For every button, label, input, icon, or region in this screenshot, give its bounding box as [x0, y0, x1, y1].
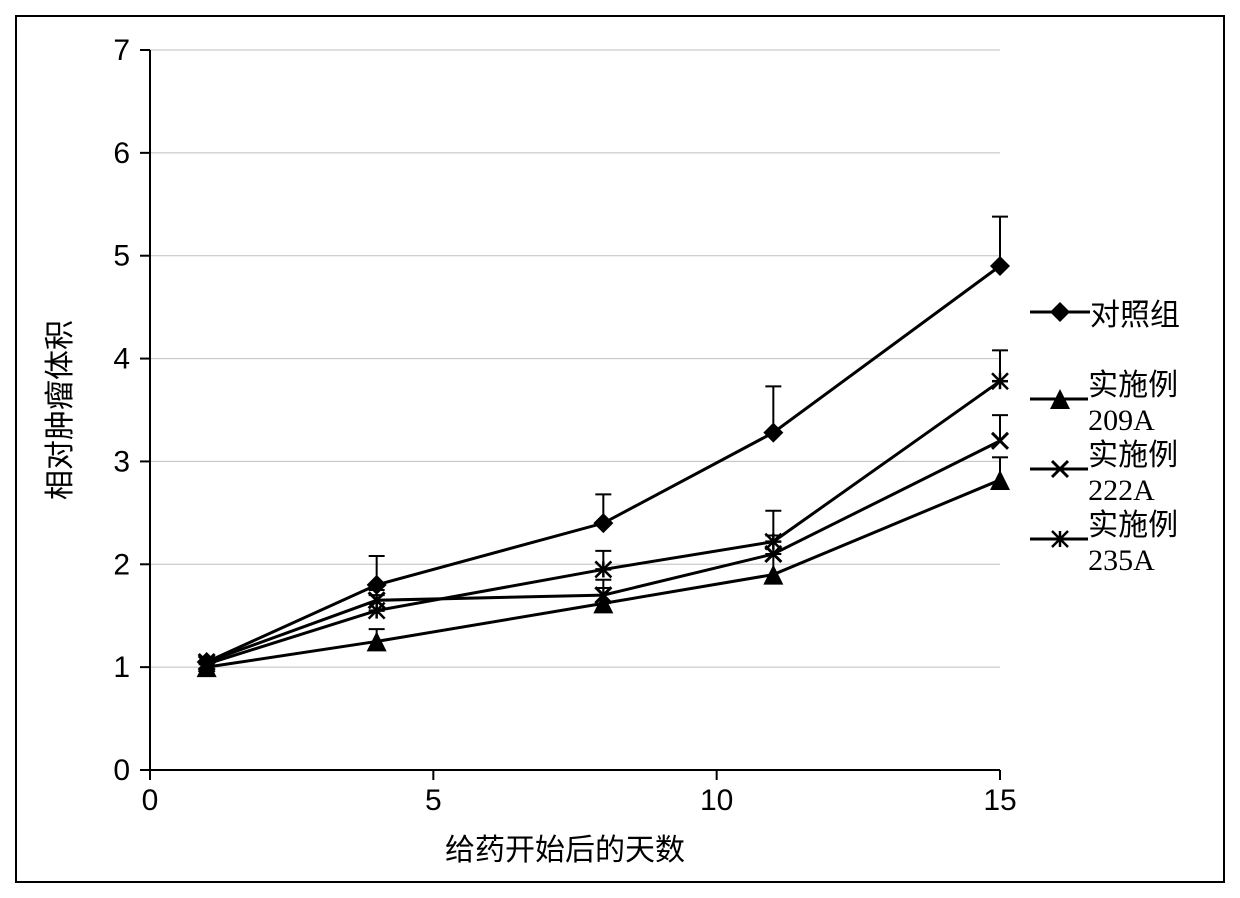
legend-label: 实施例235A	[1088, 500, 1240, 578]
legend-label: 实施例209A	[1088, 360, 1240, 438]
svg-text:15: 15	[983, 784, 1016, 817]
svg-text:7: 7	[113, 34, 130, 67]
svg-text:6: 6	[113, 137, 130, 170]
legend-marker-icon	[1030, 524, 1088, 554]
legend-item: 实施例222A	[1030, 430, 1240, 508]
svg-text:3: 3	[113, 445, 130, 478]
legend-label: 实施例222A	[1088, 430, 1240, 508]
svg-text:0: 0	[142, 784, 159, 817]
x-axis-label: 给药开始后的天数	[445, 825, 685, 869]
legend-marker-icon	[1030, 297, 1090, 327]
svg-text:1: 1	[113, 651, 130, 684]
svg-text:0: 0	[113, 754, 130, 787]
svg-text:4: 4	[113, 343, 130, 376]
chart-container: 0 5 10 15 0 1 2 3 4 5 6 7 给药开始后的天数 相对肿瘤体积 对照组实施例209…	[0, 0, 1240, 898]
legend-marker-icon	[1030, 454, 1088, 484]
y-axis-label: 相对肿瘤体积	[35, 320, 79, 500]
legend-item: 实施例235A	[1030, 500, 1240, 578]
legend-marker-icon	[1030, 384, 1088, 414]
legend-item: 对照组	[1030, 290, 1180, 334]
svg-text:5: 5	[425, 784, 442, 817]
legend-item: 实施例209A	[1030, 360, 1240, 438]
svg-text:5: 5	[113, 240, 130, 273]
svg-text:10: 10	[700, 784, 733, 817]
svg-text:2: 2	[113, 548, 130, 581]
legend-label: 对照组	[1090, 290, 1180, 334]
